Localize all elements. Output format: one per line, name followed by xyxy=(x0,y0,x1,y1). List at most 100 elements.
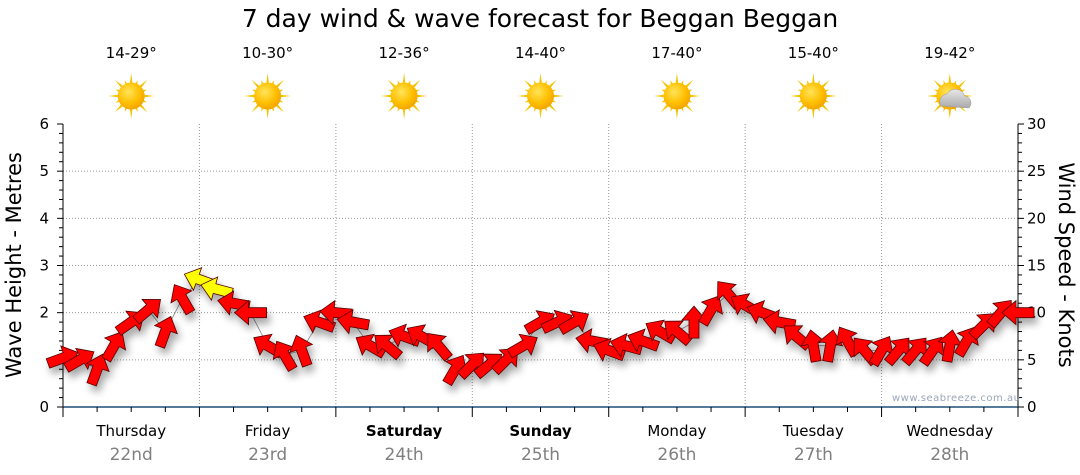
wind-arrow xyxy=(868,336,894,368)
day-label: Sunday xyxy=(509,422,572,440)
wind-arrow xyxy=(901,337,927,367)
temperature-label: 17-40° xyxy=(651,44,702,62)
sun-ray xyxy=(552,94,564,98)
sun-ray xyxy=(653,94,666,98)
sun-ray xyxy=(547,103,557,113)
sun-ray xyxy=(411,103,421,113)
wind-arrow xyxy=(233,299,267,326)
right-axis-title: Wind Speed - Knots xyxy=(1054,162,1078,367)
date-label: 25th xyxy=(521,445,560,465)
day-label: Wednesday xyxy=(906,422,993,440)
wind-arrow xyxy=(170,284,196,316)
day-label: Saturday xyxy=(366,422,443,440)
sun-ray xyxy=(266,73,270,85)
wind-arrow xyxy=(557,310,589,335)
sun-ray xyxy=(933,103,943,113)
wind-arrow xyxy=(681,305,707,339)
sun-ray xyxy=(108,94,120,98)
sun-ray xyxy=(402,107,406,119)
sun-ray xyxy=(524,103,534,113)
left-tick-label: 5 xyxy=(39,162,49,180)
sun-ray xyxy=(811,107,815,119)
date-label: 28th xyxy=(930,445,969,465)
wind-arrows xyxy=(45,267,1035,387)
sun-ray xyxy=(797,79,806,89)
sun-ray xyxy=(381,94,393,98)
wind-arrow xyxy=(319,299,353,326)
wind-arrow xyxy=(918,336,945,367)
right-tick-label: 25 xyxy=(1027,162,1046,180)
sun-ray xyxy=(684,103,694,113)
chart-title: 7 day wind & wave forecast for Beggan Be… xyxy=(241,4,839,33)
wind-arrow xyxy=(374,334,404,361)
wind-arrow xyxy=(289,334,314,368)
sun-ray xyxy=(660,79,670,89)
wind-arrow xyxy=(1001,299,1035,326)
sun-ray xyxy=(275,103,284,113)
sun-ray xyxy=(415,94,428,98)
sun-ray xyxy=(387,79,397,89)
sun-ray xyxy=(143,94,155,98)
sun-ray xyxy=(933,79,943,89)
date-label: 26th xyxy=(657,445,696,465)
wind-arrow xyxy=(101,331,127,363)
wind-arrow xyxy=(336,309,370,335)
sun-disc xyxy=(117,82,145,110)
day-label: Monday xyxy=(647,422,706,440)
sun-ray xyxy=(684,79,694,89)
sun-ray xyxy=(926,94,938,98)
right-tick-label: 0 xyxy=(1027,398,1037,416)
left-tick-label: 6 xyxy=(39,115,49,133)
left-tick-label: 3 xyxy=(39,257,49,275)
sun-ray xyxy=(517,94,529,98)
sun-ray xyxy=(138,79,148,89)
sun-ray xyxy=(948,107,952,119)
sun-disc xyxy=(254,82,282,110)
sun-ray xyxy=(820,79,830,89)
sun-ray xyxy=(660,103,670,113)
left-axis-title: Wave Height - Metres xyxy=(2,152,26,378)
sun-ray xyxy=(411,79,421,89)
sun-icon xyxy=(790,73,837,119)
wind-arrow xyxy=(200,276,234,302)
right-tick-label: 5 xyxy=(1027,351,1037,369)
sun-ray xyxy=(820,103,830,113)
sun-ray xyxy=(138,103,148,113)
sun-icon xyxy=(108,73,155,119)
sun-disc xyxy=(527,82,554,110)
left-tick-label: 4 xyxy=(39,209,49,227)
sun-ray xyxy=(539,107,542,119)
sun-ray xyxy=(114,79,124,89)
date-label: 22nd xyxy=(110,445,153,465)
day-label: Tuesday xyxy=(782,422,844,440)
sun-ray xyxy=(524,79,534,89)
wind-arrow xyxy=(506,333,538,359)
sun-ray xyxy=(675,107,679,119)
wind-arrow xyxy=(427,332,453,362)
temperature-label: 14-40° xyxy=(515,44,566,62)
right-tick-label: 30 xyxy=(1027,115,1046,133)
left-tick-label: 0 xyxy=(39,398,49,416)
sun-ray xyxy=(129,107,133,119)
sun-ray xyxy=(279,94,291,98)
date-label: 24th xyxy=(385,445,424,465)
temperature-label: 10-30° xyxy=(242,44,293,62)
sun-ray xyxy=(688,94,700,98)
sun-ray xyxy=(387,103,397,113)
sun-ray xyxy=(244,94,256,98)
sun-ray xyxy=(539,73,542,85)
wind-arrow xyxy=(937,329,963,363)
sun-ray xyxy=(547,79,557,89)
wind-arrow xyxy=(698,295,723,327)
sun-disc xyxy=(799,82,827,110)
temperature-label: 19-42° xyxy=(924,44,975,62)
day-label: Thursday xyxy=(95,422,166,440)
sun-ray xyxy=(825,94,837,98)
wind-arrow xyxy=(132,298,161,325)
sun-ray xyxy=(811,73,815,85)
sun-icon xyxy=(517,73,564,119)
cloud-shape xyxy=(939,88,972,109)
sun-disc xyxy=(390,82,418,110)
temperature-label: 15-40° xyxy=(788,44,839,62)
